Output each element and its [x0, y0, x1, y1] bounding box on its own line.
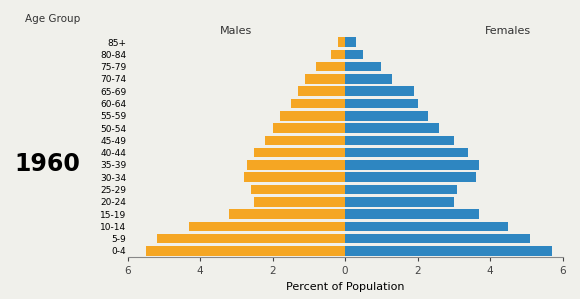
Bar [345, 197, 454, 207]
Bar [316, 62, 345, 71]
Bar [251, 185, 345, 194]
Bar [345, 99, 418, 108]
Bar [305, 74, 345, 84]
Bar [345, 111, 429, 120]
Bar [345, 62, 382, 71]
Bar [298, 86, 345, 96]
Text: Age Group: Age Group [24, 14, 80, 24]
Bar [345, 185, 458, 194]
Bar [291, 99, 345, 108]
Bar [266, 135, 345, 145]
Bar [345, 37, 356, 47]
Bar [244, 173, 345, 182]
Bar [247, 160, 345, 170]
Bar [273, 123, 345, 133]
Bar [345, 123, 440, 133]
Bar [345, 173, 476, 182]
Bar [345, 50, 363, 59]
Bar [255, 197, 345, 207]
Bar [157, 234, 345, 243]
Bar [255, 148, 345, 158]
Bar [189, 222, 345, 231]
Text: Males: Males [220, 26, 252, 36]
Bar [338, 37, 345, 47]
Bar [345, 209, 479, 219]
Bar [345, 222, 508, 231]
Bar [345, 246, 552, 256]
Bar [280, 111, 345, 120]
Bar [345, 234, 530, 243]
X-axis label: Percent of Population: Percent of Population [286, 282, 404, 292]
Bar [345, 148, 469, 158]
Bar [345, 86, 414, 96]
Bar [229, 209, 345, 219]
Text: 1960: 1960 [14, 152, 81, 176]
Bar [146, 246, 345, 256]
Bar [331, 50, 345, 59]
Bar [345, 160, 479, 170]
Text: Females: Females [485, 26, 531, 36]
Bar [345, 135, 454, 145]
Bar [345, 74, 392, 84]
